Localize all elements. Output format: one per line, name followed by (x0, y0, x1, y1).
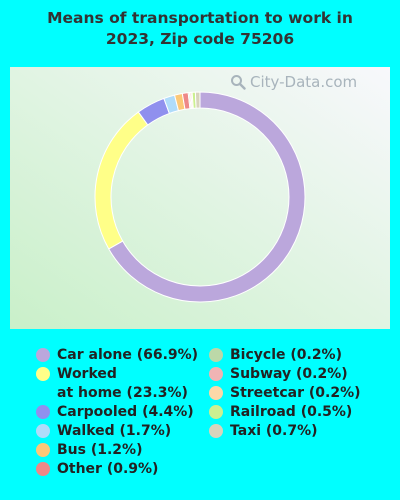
plot-background (10, 67, 390, 329)
legend-label-line: Worked (57, 366, 117, 382)
legend-label: Worked at home (23.3%) (57, 365, 188, 403)
legend-swatch (36, 405, 50, 419)
legend-swatch (209, 348, 223, 362)
legend-swatch (36, 367, 50, 381)
legend-label: Carpooled (4.4%) (57, 403, 194, 422)
legend-item: Streetcar (0.2%) (209, 384, 361, 403)
legend-item: Railroad (0.5%) (209, 403, 352, 422)
legend-item: Subway (0.2%) (209, 365, 348, 384)
legend-label: Railroad (0.5%) (230, 403, 352, 422)
legend-swatch (209, 367, 223, 381)
legend-swatch (209, 405, 223, 419)
legend-label-line: at home (23.3%) (57, 385, 188, 401)
donut-chart (10, 67, 390, 329)
legend-item: Carpooled (4.4%) (36, 403, 194, 422)
chart-title-line-1: Means of transportation to work in (47, 9, 353, 27)
legend-item: Car alone (66.9%) (36, 346, 198, 365)
legend-item: Taxi (0.7%) (209, 422, 318, 441)
legend-swatch (209, 386, 223, 400)
legend-label: Bicycle (0.2%) (230, 346, 342, 365)
donut-slices (94, 91, 306, 303)
legend-swatch (36, 462, 50, 476)
legend-label-line: Bicycle (0.2%) (230, 347, 342, 363)
legend-label-line: Carpooled (4.4%) (57, 404, 194, 420)
legend-label-line: Car alone (66.9%) (57, 347, 199, 363)
legend-label-line: Other (0.9%) (57, 461, 159, 477)
legend-swatch (36, 443, 50, 457)
legend-label: Other (0.9%) (57, 460, 158, 479)
legend-label: Bus (1.2%) (57, 441, 142, 460)
legend-label-line: Railroad (0.5%) (230, 404, 353, 420)
legend-label-line: Bus (1.2%) (57, 442, 143, 458)
legend-label: Streetcar (0.2%) (230, 384, 361, 403)
watermark-text: City-Data.com (250, 73, 358, 91)
legend-item: Worked at home (23.3%) (36, 365, 188, 403)
legend-item: Walked (1.7%) (36, 422, 171, 441)
legend-item: Bus (1.2%) (36, 441, 142, 460)
legend-label-line: Subway (0.2%) (230, 366, 348, 382)
legend-swatch (209, 424, 223, 438)
search-icon (231, 75, 246, 90)
watermark: City-Data.com (230, 72, 357, 92)
plot-area (10, 67, 390, 329)
legend-label-line: Walked (1.7%) (57, 423, 172, 439)
legend-label: Car alone (66.9%) (57, 346, 198, 365)
legend-label-line: Taxi (0.7%) (230, 423, 318, 439)
legend-label-line: Streetcar (0.2%) (230, 385, 361, 401)
legend-label: Walked (1.7%) (57, 422, 171, 441)
legend-item: Bicycle (0.2%) (209, 346, 342, 365)
slice-taxi (194, 91, 201, 109)
chart-title: Means of transportation to work in 2023,… (0, 8, 400, 50)
legend-item: Other (0.9%) (36, 460, 158, 479)
legend-swatch (36, 348, 50, 362)
chart-title-line-2: 2023, Zip code 75206 (105, 30, 295, 48)
legend-label: Subway (0.2%) (230, 365, 348, 384)
legend-swatch (36, 424, 50, 438)
legend-label: Taxi (0.7%) (230, 422, 318, 441)
